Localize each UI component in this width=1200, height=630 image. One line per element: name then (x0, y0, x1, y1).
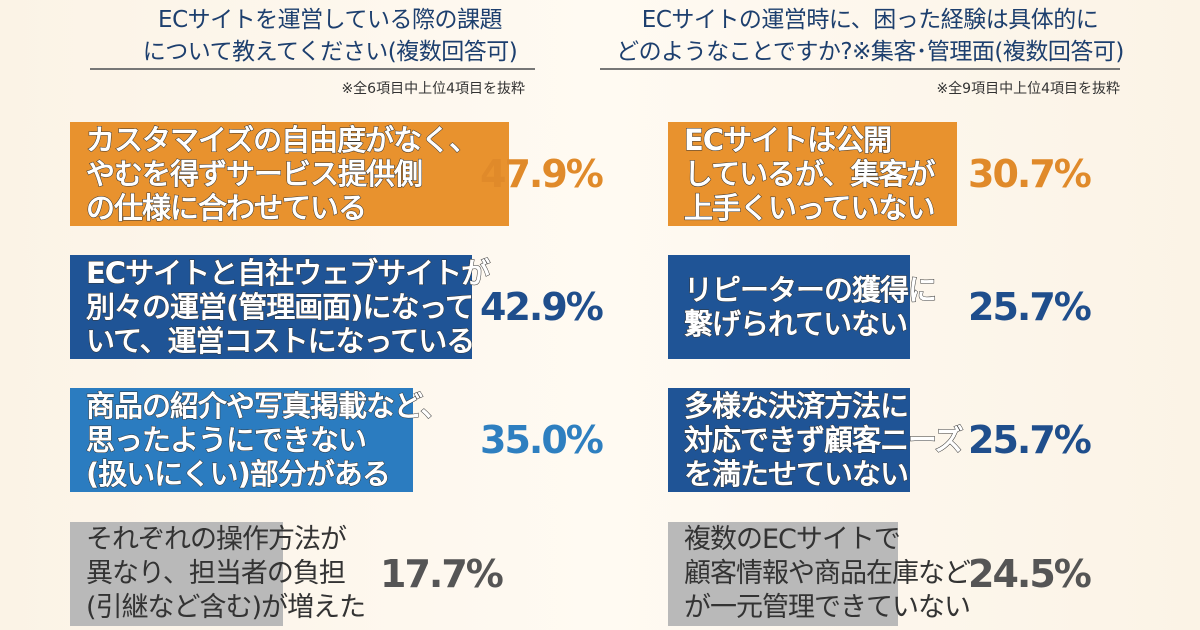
bar: リピーターの獲得に 繋げられていない (668, 255, 938, 359)
bar-label: 複数のECサイトで 顧客情報や商品在庫など が一元管理できていない (684, 524, 971, 623)
value-label: 42.9% (480, 285, 604, 329)
value-label: 25.7% (968, 285, 1092, 329)
bar-label: 商品の紹介や写真掲載など、 思ったようにできない (扱いにくい)部分がある (86, 389, 451, 492)
bar-label: リピーターの獲得に 繋げられていない (683, 273, 937, 342)
chart-note: ※全6項目中上位4項目を抜粋 (341, 81, 525, 97)
bar: 多様な決済方法に 対応できず顧客ニーズ を満たせていない (668, 388, 964, 492)
bar-label: ECサイトは公開 しているが、集客が 上手くいっていない (684, 123, 937, 226)
value-label: 25.7% (968, 418, 1092, 462)
bar: カスタマイズの自由度がなく、 やむを得ずサービス提供側 の仕様に合わせている (70, 122, 510, 226)
divider (90, 68, 535, 70)
chart-note: ※全9項目中上位4項目を抜粋 (936, 81, 1120, 97)
bar: ECサイトは公開 しているが、集客が 上手くいっていない (668, 122, 957, 226)
bar-label: ECサイトと自社ウェブサイトが 別々の運営(管理画面)になって いて、運営コスト… (85, 256, 490, 359)
value-label: 35.0% (480, 418, 604, 462)
chart-title: ECサイトを運営している際の課題 について教えてください(複数回答可) (142, 7, 518, 65)
bar-label: カスタマイズの自由度がなく、 やむを得ずサービス提供側 の仕様に合わせている (85, 123, 478, 226)
value-label: 24.5% (968, 552, 1092, 596)
bar-label: 多様な決済方法に 対応できず顧客ニーズ を満たせていない (684, 389, 965, 492)
left-chart: ECサイトを運営している際の課題 について教えてください(複数回答可) ※全6項… (60, 0, 604, 630)
bar: それぞれの操作方法が 異なり、担当者の負担 (引継など含む)が増えた (70, 522, 366, 626)
divider (600, 68, 1120, 70)
bar-label: それぞれの操作方法が 異なり、担当者の負担 (引継など含む)が増えた (86, 524, 366, 623)
value-label: 30.7% (968, 152, 1092, 196)
right-chart: ECサイトの運営時に、困った経験は具体的に どのようなことですか?※集客･管理面… (600, 0, 1140, 630)
bar: 複数のECサイトで 顧客情報や商品在庫など が一元管理できていない (668, 522, 971, 626)
chart-title: ECサイトの運営時に、困った経験は具体的に どのようなことですか?※集客･管理面… (616, 7, 1124, 65)
bar: ECサイトと自社ウェブサイトが 別々の運営(管理画面)になって いて、運営コスト… (70, 255, 491, 359)
value-label: 47.9% (480, 152, 604, 196)
bar: 商品の紹介や写真掲載など、 思ったようにできない (扱いにくい)部分がある (70, 388, 450, 492)
value-label: 17.7% (380, 552, 504, 596)
